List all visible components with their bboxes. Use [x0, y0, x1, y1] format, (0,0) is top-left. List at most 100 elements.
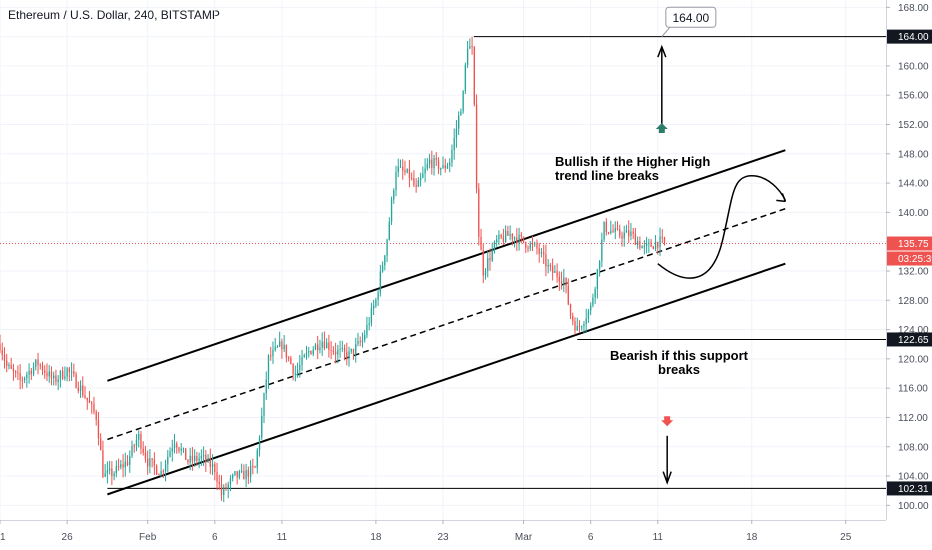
- level-price-label-bg: [887, 29, 932, 44]
- candle-body: [496, 239, 498, 243]
- candle-body: [66, 368, 68, 377]
- candle-body: [558, 277, 561, 282]
- countdown-label-bg: [887, 251, 932, 266]
- candle-body: [449, 162, 451, 166]
- candle-body: [301, 357, 303, 365]
- candle-body: [527, 247, 529, 249]
- candle-body: [589, 305, 592, 311]
- candle-body: [594, 288, 596, 298]
- price-tick-label: 112.00: [898, 413, 928, 424]
- candle-body: [104, 473, 106, 477]
- candle-body: [28, 370, 30, 375]
- candle-body: [361, 340, 364, 343]
- candle-body: [603, 221, 605, 240]
- candle-body: [484, 270, 487, 276]
- candle-body: [462, 91, 464, 112]
- candle-body: [442, 165, 444, 169]
- candle-body: [643, 245, 646, 247]
- candle-body: [238, 471, 241, 478]
- candle-body: [325, 342, 328, 349]
- candle-body: [21, 379, 24, 381]
- candle-body: [129, 456, 131, 465]
- candle-body: [93, 403, 95, 412]
- candle-body: [232, 474, 234, 479]
- candle-body: [422, 173, 424, 178]
- candle-body: [612, 230, 614, 232]
- candle-body: [120, 464, 122, 468]
- candle-body: [305, 352, 308, 356]
- target-arrowhead: [657, 44, 667, 58]
- candle-body: [581, 326, 583, 328]
- candle-body: [440, 168, 442, 170]
- candle-body: [227, 484, 229, 490]
- candle-body: [500, 234, 502, 238]
- candle-body: [317, 344, 319, 351]
- candle-body: [223, 486, 225, 496]
- candle-body: [520, 234, 522, 237]
- candle-body: [319, 347, 321, 351]
- candle-body: [343, 347, 346, 352]
- candle-body: [576, 326, 578, 331]
- candle-body: [536, 243, 538, 249]
- candle-body: [381, 265, 384, 272]
- time-axis[interactable]: 21 26 Feb 6 11 18 23 Mar 6 11 18 25: [0, 520, 886, 543]
- price-axis[interactable]: 100.00 104.00 108.00 112.00 116.00 120.00 124.…: [886, 0, 932, 550]
- candle-body: [193, 456, 196, 461]
- candle-body: [247, 469, 250, 477]
- candle-body: [46, 372, 48, 377]
- candle-body: [102, 450, 104, 477]
- candle-body: [556, 271, 558, 278]
- candle-body: [146, 458, 149, 467]
- candle-body: [388, 221, 390, 240]
- candle-body: [482, 250, 484, 276]
- candle-body: [574, 321, 576, 331]
- candle-body: [88, 400, 91, 403]
- candle-body: [86, 397, 88, 401]
- candle-body: [245, 469, 247, 480]
- candle-body: [657, 242, 659, 248]
- candle-body: [350, 348, 352, 352]
- candle-body: [160, 471, 162, 476]
- candle-body: [529, 243, 531, 249]
- candle-body: [209, 457, 211, 467]
- price-tick-label: 156.00: [898, 91, 929, 102]
- candle-body: [12, 368, 15, 372]
- candle-body: [545, 254, 547, 267]
- candle-body: [202, 455, 205, 457]
- candle-body: [397, 166, 399, 172]
- level-price-label-bg: [887, 332, 932, 347]
- candle-body: [126, 461, 129, 465]
- candle-body: [292, 363, 294, 374]
- candle-body: [366, 324, 368, 336]
- candle-body: [424, 168, 426, 174]
- candle-body: [189, 455, 191, 463]
- candle-body: [601, 239, 603, 262]
- candle-body: [610, 230, 612, 233]
- down-arrow-icon: [661, 416, 674, 427]
- candle-body: [471, 46, 473, 48]
- time-tick-label: 21: [0, 532, 6, 543]
- candle-body: [498, 234, 500, 240]
- candle-body: [279, 341, 281, 347]
- candle-body: [648, 242, 650, 244]
- candle-body: [240, 470, 243, 472]
- candle-body: [578, 326, 581, 328]
- level-price-label: 122.65: [898, 335, 929, 346]
- time-tick-label: 18: [746, 532, 758, 543]
- candle-body: [50, 371, 53, 379]
- candle-body: [554, 271, 556, 273]
- candle-body: [469, 46, 471, 49]
- candle-body: [411, 178, 413, 180]
- candle-body: [308, 351, 310, 353]
- horizontal-levels: [0, 36, 886, 489]
- candle-body: [30, 370, 32, 375]
- candle-body: [142, 448, 144, 453]
- candle-body: [211, 464, 214, 467]
- candle-body: [0, 344, 1, 351]
- candle-body: [379, 271, 382, 293]
- candle-body: [522, 236, 525, 243]
- price-callout-pointer: [661, 26, 671, 37]
- candle-body: [117, 466, 120, 468]
- candle-body: [26, 374, 28, 379]
